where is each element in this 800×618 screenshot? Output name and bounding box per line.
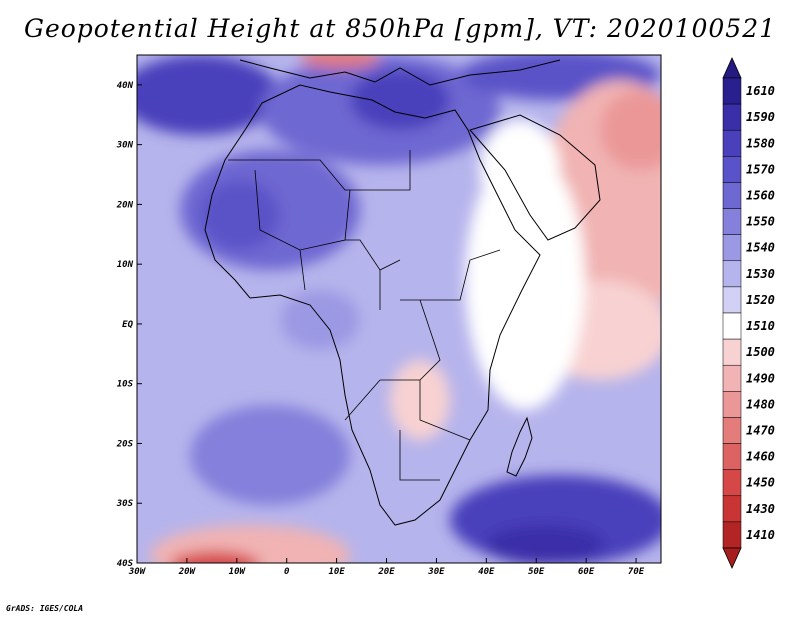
legend-label: 1550 — [746, 215, 775, 229]
legend-label: 1610 — [746, 84, 775, 98]
legend-swatch — [722, 364, 742, 392]
lat-tick-label: 30S — [116, 499, 134, 509]
legend-swatch — [722, 469, 742, 497]
lon-tick-label: 70E — [628, 567, 645, 577]
plot-frame — [136, 54, 662, 564]
legend-arrow-top — [722, 57, 742, 79]
legend-swatch — [722, 103, 742, 131]
latitude-axis: 40N 30N 20N 10N EQ 10S 20S 30S 40S — [116, 81, 142, 569]
legend-label: 1520 — [746, 293, 775, 307]
low-iran — [600, 90, 661, 170]
legend-swatch — [722, 234, 742, 262]
map-title: Geopotential Height at 850hPa [gpm], VT:… — [23, 14, 777, 43]
country-borders — [228, 150, 501, 481]
legend-label: 1590 — [746, 110, 775, 124]
longitude-axis: 30W 20W 10W 0 10E 20E 30E 40E 50E 60E 70E — [128, 558, 645, 577]
grads-credit: GrADS: IGES/COLA — [6, 604, 84, 613]
legend-swatch — [722, 208, 742, 235]
lon-tick-label: 10E — [328, 567, 345, 577]
legend-swatch — [722, 182, 742, 209]
legend-swatch — [722, 129, 742, 157]
lat-tick-label: 40S — [117, 559, 134, 569]
high-south-atlantic — [190, 405, 350, 505]
lat-tick-label: 10S — [117, 380, 134, 390]
lat-tick-label: 40N — [117, 81, 134, 91]
high-libya — [350, 70, 450, 130]
legend-swatch — [722, 338, 742, 366]
high-mali — [200, 180, 280, 250]
legend-swatch — [722, 260, 742, 288]
color-legend: 1610 1590 1580 1570 1560 1550 1540 1530 1520 1510… — [722, 57, 775, 569]
lon-tick-label: 20E — [377, 567, 395, 577]
legend-label: 1470 — [746, 424, 775, 438]
legend-label: 1430 — [746, 502, 775, 516]
legend-label: 1530 — [746, 267, 775, 281]
lat-tick-label: 20S — [116, 439, 134, 449]
high-nw — [137, 55, 280, 135]
legend-swatch — [722, 77, 742, 105]
legend-swatch — [722, 286, 742, 314]
lon-tick-label: 40E — [478, 567, 495, 577]
europe-coastline — [239, 59, 561, 86]
lon-tick-label: 0 — [284, 567, 290, 577]
legend-swatch — [722, 495, 742, 523]
legend-swatch — [722, 443, 742, 470]
legend-arrow-bottom — [722, 547, 742, 569]
legend-label: 1480 — [746, 397, 775, 411]
legend-swatch — [722, 312, 742, 340]
high-indian-ocean-core — [485, 525, 605, 563]
legend-swatch — [722, 417, 742, 444]
mid-congo — [280, 290, 360, 350]
legend-label: 1500 — [746, 345, 775, 359]
legend-label: 1570 — [746, 162, 775, 176]
coastlines — [204, 59, 601, 526]
low-north-edge — [300, 55, 380, 68]
madagascar-coastline — [506, 416, 533, 477]
arabia-coastline — [469, 114, 601, 241]
legend-swatch — [722, 156, 742, 183]
lon-tick-label: 30W — [128, 567, 147, 577]
legend-swatch — [722, 391, 742, 418]
lat-tick-label: 30N — [116, 141, 134, 151]
legend-label: 1580 — [746, 136, 775, 150]
legend-label: 1490 — [746, 371, 775, 385]
lat-tick-label: EQ — [122, 320, 133, 330]
legend-label: 1450 — [746, 476, 775, 490]
legend-swatch — [722, 521, 742, 549]
neutral-horn — [465, 150, 585, 410]
lon-tick-label: 20W — [178, 567, 197, 577]
lon-tick-label: 30E — [427, 567, 445, 577]
legend-label: 1540 — [746, 241, 775, 255]
legend-label: 1460 — [746, 450, 775, 464]
legend-label: 1410 — [746, 528, 775, 542]
lon-tick-label: 50E — [528, 567, 545, 577]
africa-coastline — [204, 84, 541, 526]
neutral-red-sea — [480, 120, 560, 220]
legend-label: 1510 — [746, 319, 775, 333]
height-field-shading — [137, 55, 661, 563]
lat-tick-label: 10N — [117, 260, 134, 270]
lon-tick-label: 60E — [578, 567, 595, 577]
legend-label: 1560 — [746, 189, 775, 203]
lat-tick-label: 20N — [116, 200, 134, 210]
lon-tick-label: 10W — [229, 567, 247, 577]
